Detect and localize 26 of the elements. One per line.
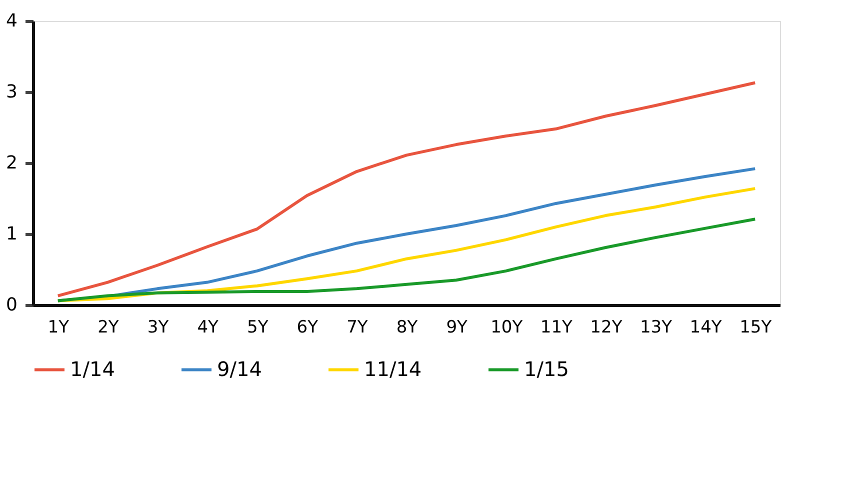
x-tick-label: 9Y (446, 318, 468, 338)
x-tick-label: 8Y (396, 318, 418, 338)
x-tick-label: 6Y (296, 318, 319, 338)
legend-label: 9/14 (217, 356, 262, 381)
legend-label: 11/14 (364, 356, 422, 381)
x-tick-label: 3Y (147, 318, 170, 338)
x-tick-label: 5Y (247, 318, 269, 338)
y-tick-label: 4 (6, 10, 18, 32)
x-tick-label: 15Y (740, 318, 772, 338)
x-tick-label: 1Y (48, 318, 70, 338)
legend-label: 1/15 (524, 356, 569, 381)
line-series (56, 218, 757, 302)
y-tick-label: 2 (6, 152, 18, 174)
x-tick-label: 10Y (490, 318, 524, 338)
x-tick-label: 14Y (690, 318, 722, 338)
line-series (56, 81, 757, 298)
x-tick-label: 12Y (590, 318, 623, 338)
x-tick-label: 7Y (346, 318, 368, 338)
x-tick-label: 4Y (197, 318, 220, 338)
legend-label: 1/14 (70, 356, 115, 381)
x-tick-label: 2Y (98, 318, 120, 338)
y-tick-label: 0 (6, 294, 18, 316)
y-tick-label: 3 (6, 82, 18, 102)
y-tick-label: 1 (6, 224, 18, 244)
x-tick-label: 13Y (640, 318, 673, 338)
x-tick-label: 11Y (540, 318, 574, 338)
